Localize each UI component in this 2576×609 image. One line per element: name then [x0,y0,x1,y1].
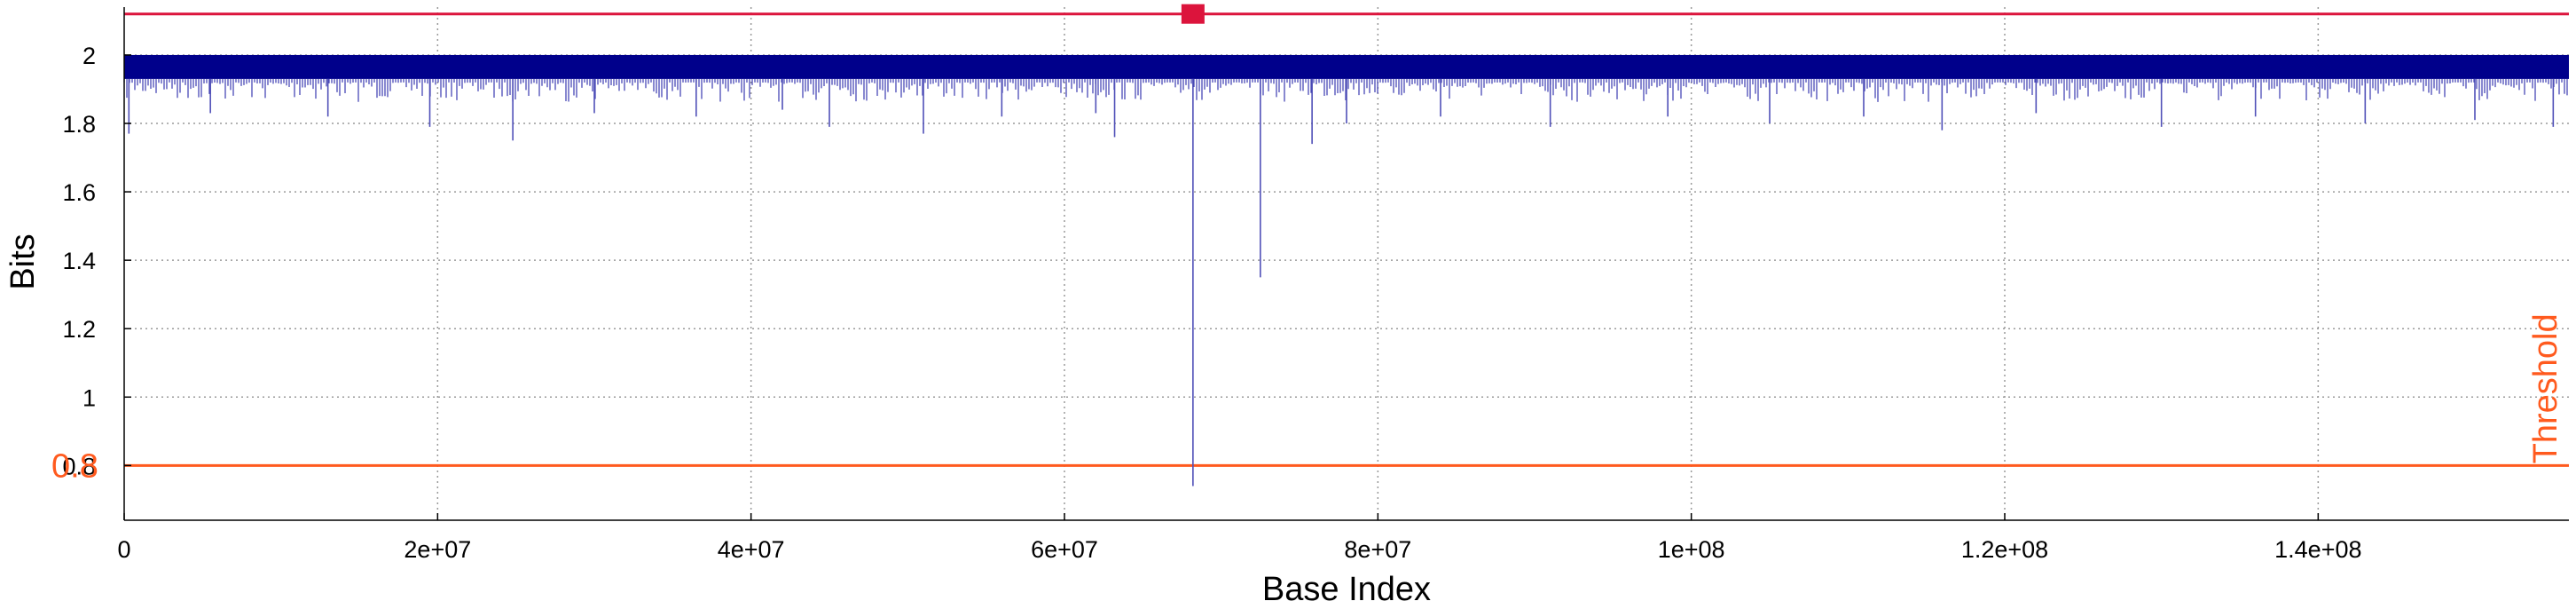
y-tick-label: 1.6 [62,179,96,206]
x-tick-label: 4e+07 [718,536,785,563]
entropy-band [124,54,2569,79]
red-marker [1181,4,1205,24]
threshold-label: Threshold [2527,313,2564,463]
x-tick-label: 8e+07 [1344,536,1411,563]
y-tick-label: 1.4 [62,248,96,274]
plot-frame [123,7,2569,521]
threshold-value-label: 0.8 [51,447,98,485]
x-tick-label: 1.2e+08 [1961,536,2048,563]
x-tick-label: 6e+07 [1031,536,1098,563]
tick-labels: 0 2e+07 4e+07 6e+07 8e+07 1e+08 1.2e+08 1.4e+08… [62,43,2361,563]
x-tick-label: 0 [117,536,130,563]
y-axis-title: Bits [4,233,42,289]
x-tick-label: 1.4e+08 [2274,536,2361,563]
y-tick-label: 1.8 [62,111,96,138]
y-tick-label: 1 [82,384,96,411]
y-tick-label: 2 [82,43,96,69]
y-tick-label: 1.2 [62,316,96,343]
x-tick-label: 2e+07 [404,536,471,563]
x-tick-label: 1e+08 [1658,536,1725,563]
y-tick-label: 0.8 [62,453,96,479]
x-axis-title: Base Index [1262,571,1431,608]
